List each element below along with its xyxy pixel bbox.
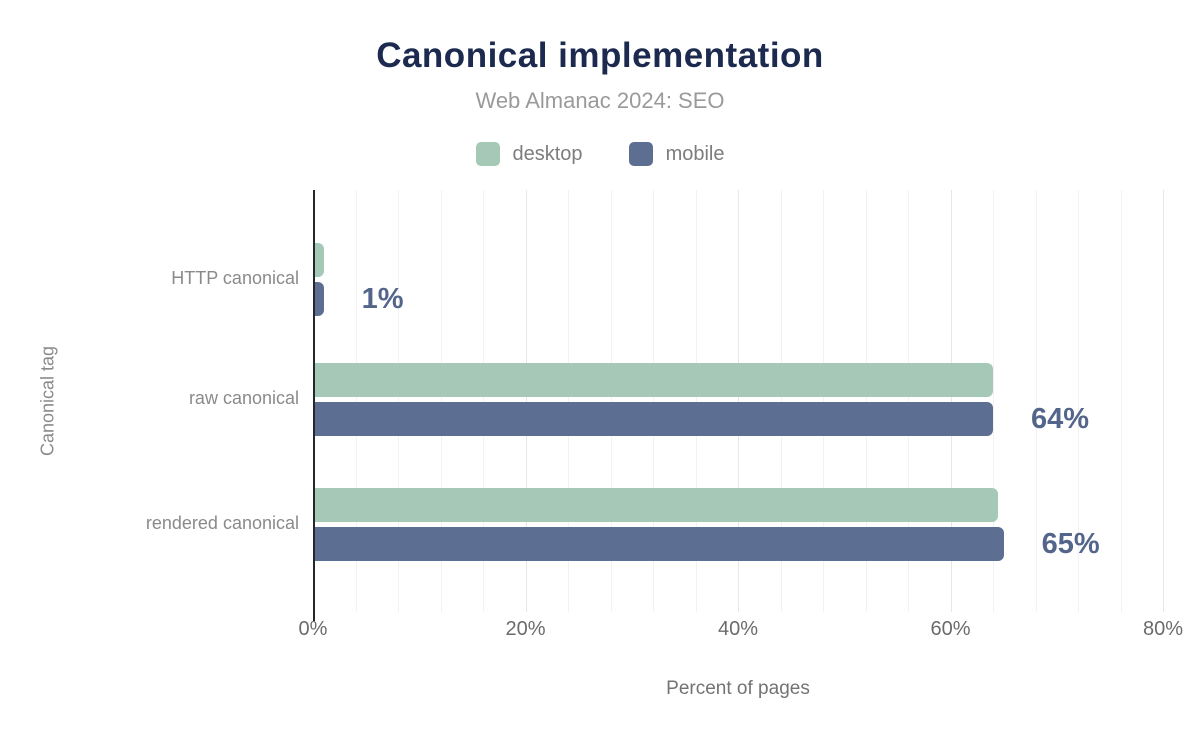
gridline-28pct <box>610 190 612 612</box>
gridline-60pct <box>950 190 952 612</box>
gridline-16pct <box>483 190 484 612</box>
mobile-bar-raw-canonical <box>315 402 993 436</box>
desktop-bar-raw-canonical <box>315 363 993 397</box>
plot-area: 1% 64% 65% <box>313 190 1175 621</box>
category-label-raw-canonical: raw canonical <box>188 387 299 408</box>
gridline-8pct <box>398 190 399 612</box>
chart-title: Canonical implementation <box>376 36 824 75</box>
gridline-44pct <box>780 190 782 612</box>
value-label-HTTP-canonical: 1% <box>361 282 404 315</box>
gridline-32pct <box>653 190 654 612</box>
gridline-20pct <box>525 190 527 612</box>
desktop-swatch <box>475 142 500 166</box>
gridline-64pct <box>993 190 994 612</box>
y-axis-zero-line <box>313 190 315 621</box>
legend: desktop mobile <box>0 142 1200 166</box>
y-axis-title: Canonical tag <box>37 345 58 457</box>
x-tick-0%: 0% <box>298 618 328 640</box>
x-tick-20%: 20% <box>505 618 546 640</box>
gridline-24pct <box>568 190 569 612</box>
gridline-80pct <box>1163 190 1164 612</box>
value-label-rendered-canonical: 65% <box>1041 527 1100 560</box>
x-tick-40%: 40% <box>717 618 759 640</box>
gridline-56pct <box>908 190 909 612</box>
gridline-68pct <box>1035 190 1037 612</box>
mobile-bar-rendered-canonical <box>315 527 1004 561</box>
gridline-76pct <box>1120 190 1122 612</box>
chart-subtitle: Web Almanac 2024: SEO <box>475 88 725 113</box>
desktop-bar-rendered-canonical <box>315 488 999 522</box>
legend-item-desktop: desktop <box>475 142 583 166</box>
x-tick-80%: 80% <box>1142 618 1184 640</box>
value-label-raw-canonical: 64% <box>1031 402 1090 435</box>
legend-label-mobile: mobile <box>665 142 725 165</box>
mobile-bar-HTTP-canonical <box>315 282 324 316</box>
category-label-rendered-canonical: rendered canonical <box>145 512 299 533</box>
gridline-48pct <box>823 190 824 612</box>
gridline-72pct <box>1078 190 1079 612</box>
mobile-swatch <box>628 142 653 166</box>
gridline-4pct <box>355 190 357 612</box>
gridline-12pct <box>440 190 442 612</box>
x-tick-60%: 60% <box>930 618 971 640</box>
category-label-HTTP-canonical: HTTP canonical <box>171 267 299 288</box>
gridline-36pct <box>695 190 697 612</box>
gridline-40pct <box>738 190 739 612</box>
legend-label-desktop: desktop <box>512 142 583 165</box>
x-axis-title: Percent of pages <box>666 678 810 699</box>
desktop-bar-HTTP-canonical <box>315 243 324 277</box>
gridline-52pct <box>865 190 867 612</box>
legend-item-mobile: mobile <box>628 142 725 166</box>
